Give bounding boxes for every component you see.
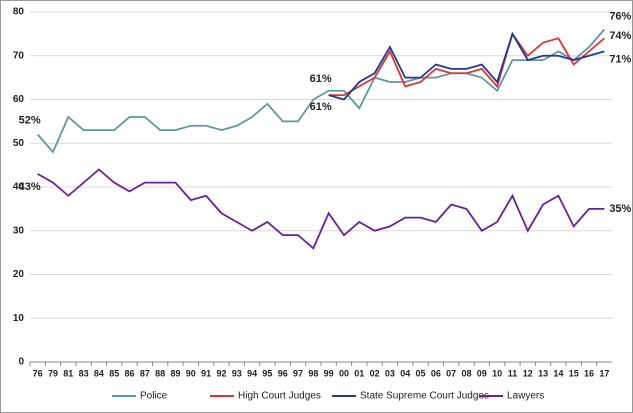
x-tick-label: 99 [324,368,334,378]
y-tick-label: 0 [18,357,24,368]
x-tick-label: 14 [553,368,563,378]
x-tick-label: 89 [170,368,180,378]
x-tick-label: 09 [477,368,487,378]
x-tick-label: 10 [492,368,502,378]
legend-label: Lawyers [507,391,544,402]
legend-label: Police [140,391,168,402]
x-tick-label: 00 [339,368,349,378]
x-tick-label: 12 [523,368,533,378]
x-tick-label: 02 [370,368,380,378]
x-tick-label: 04 [400,368,410,378]
y-tick-label: 30 [13,225,25,236]
x-tick-label: 03 [385,368,395,378]
x-tick-label: 90 [186,368,196,378]
data-label: 35% [609,203,631,215]
y-tick-label: 40 [13,182,25,193]
x-tick-label: 01 [354,368,364,378]
data-label: 61% [310,73,332,85]
legend-label: High Court Judges [238,391,321,402]
data-label: 52% [19,114,41,126]
x-tick-label: 05 [416,368,426,378]
legend-label: State Supreme Court Judges [360,391,489,402]
data-label: 74% [609,30,631,42]
x-tick-label: 86 [125,368,135,378]
x-tick-label: 91 [201,368,211,378]
y-tick-label: 80 [13,7,25,18]
x-tick-label: 83 [79,368,89,378]
series-line [37,168,605,250]
series-line [36,28,606,154]
x-tick-label: 97 [293,368,303,378]
y-tick-label: 60 [13,94,25,105]
x-tick-label: 95 [262,368,272,378]
x-tick-label: 06 [431,368,441,378]
x-tick-label: 93 [232,368,242,378]
y-tick-label: 70 [13,50,25,61]
data-label: 61% [310,101,332,113]
data-label: 71% [609,53,631,65]
x-tick-label: 76 [33,368,43,378]
x-tick-label: 79 [48,368,58,378]
x-tick-label: 08 [461,368,471,378]
x-tick-label: 94 [247,368,257,378]
x-tick-label: 88 [155,368,165,378]
x-tick-label: 98 [308,368,318,378]
y-tick-label: 10 [13,313,25,324]
x-tick-label: 17 [599,368,609,378]
x-tick-label: 85 [109,368,119,378]
x-tick-label: 92 [216,368,226,378]
data-label: 76% [609,10,631,22]
x-tick-label: 13 [538,368,548,378]
series-line [328,31,605,101]
y-tick-label: 20 [13,269,25,280]
series-line [328,31,605,97]
x-tick-label: 87 [140,368,150,378]
x-tick-label: 81 [63,368,73,378]
y-tick-label: 50 [13,138,25,149]
x-tick-label: 96 [278,368,288,378]
data-label: 43% [19,181,41,193]
x-tick-label: 11 [508,368,518,378]
x-tick-label: 16 [584,368,594,378]
x-tick-label: 07 [446,368,456,378]
x-tick-label: 84 [94,368,104,378]
x-tick-label: 15 [569,368,579,378]
